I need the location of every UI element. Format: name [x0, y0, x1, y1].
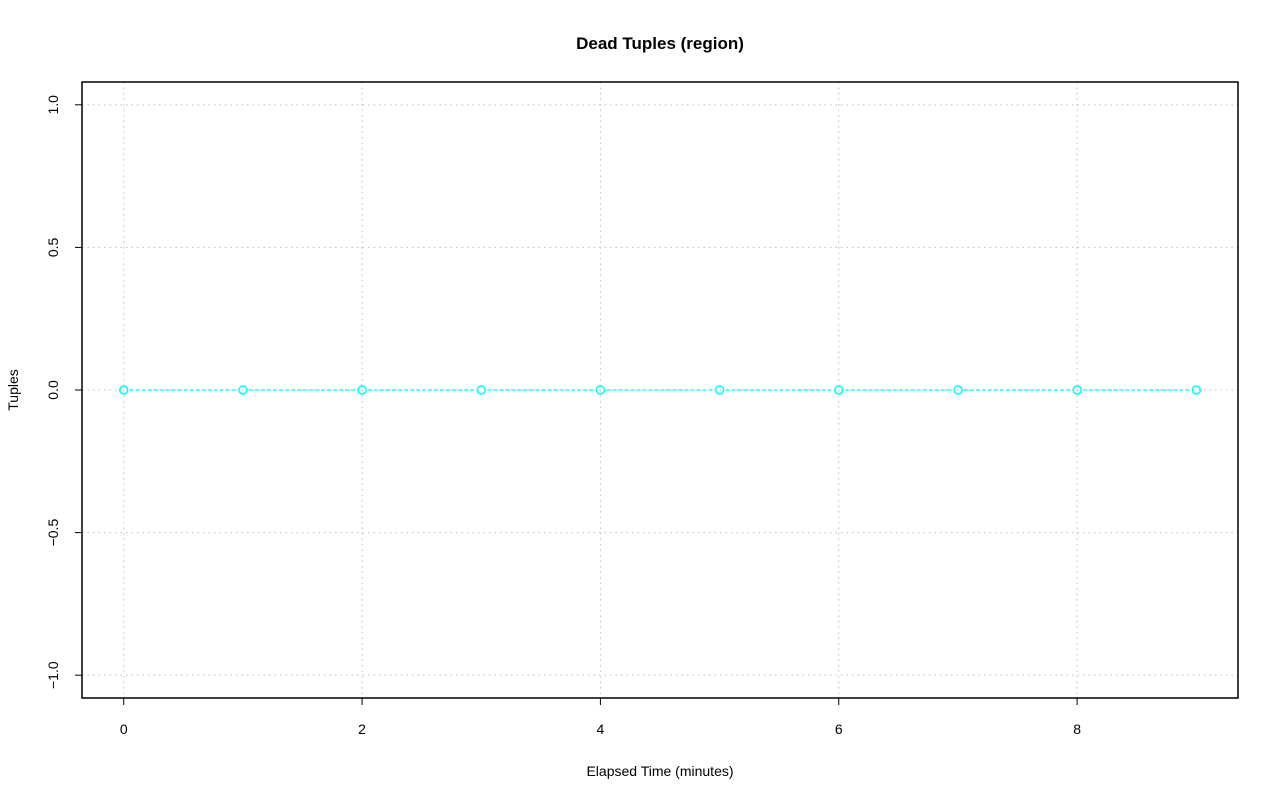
- y-axis: −1.0 −0.5 0.0 0.5 1.0: [45, 95, 82, 689]
- x-tick-label: 4: [597, 721, 605, 737]
- data-point: [357, 385, 367, 395]
- x-tick-label: 6: [835, 721, 843, 737]
- y-tick-label: 0.5: [45, 237, 61, 257]
- x-tick-label: 2: [358, 721, 366, 737]
- x-tick-label: 0: [120, 721, 128, 737]
- data-point: [1191, 385, 1202, 395]
- series: [118, 385, 1202, 395]
- data-point: [238, 385, 248, 395]
- data-point: [595, 385, 606, 395]
- y-tick-label: −0.5: [45, 519, 61, 547]
- y-tick-label: 1.0: [45, 95, 61, 115]
- y-axis-label: Tuples: [5, 369, 21, 411]
- x-tick-label: 8: [1073, 721, 1081, 737]
- chart-title: Dead Tuples (region): [576, 34, 744, 53]
- data-point: [118, 385, 129, 395]
- x-axis: 0 2 4 6 8: [120, 697, 1081, 737]
- y-tick-label: −1.0: [45, 661, 61, 689]
- data-point: [714, 385, 725, 395]
- data-point: [476, 385, 486, 395]
- data-point: [953, 385, 963, 395]
- data-point: [834, 385, 844, 395]
- y-tick-label: 0.0: [45, 380, 61, 400]
- x-axis-label: Elapsed Time (minutes): [586, 763, 733, 779]
- data-point: [1072, 385, 1082, 395]
